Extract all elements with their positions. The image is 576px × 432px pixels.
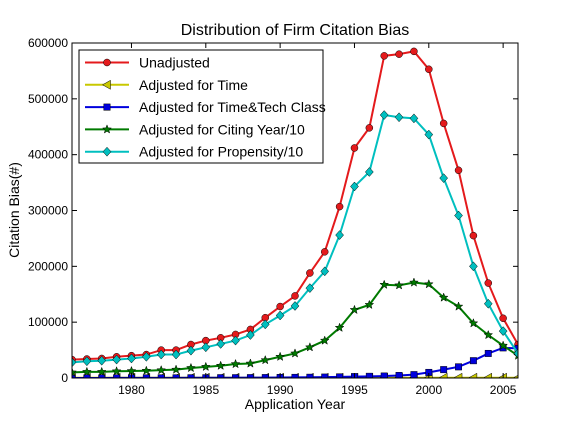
data-point [381,52,388,59]
data-point [470,232,477,239]
data-point [425,66,432,73]
data-point [455,364,461,370]
data-point [440,120,447,127]
data-point [455,167,462,174]
y-tick-label: 400000 [28,148,68,162]
y-tick-label: 100000 [28,315,68,329]
data-point [500,315,507,322]
y-tick-label: 300000 [28,204,68,218]
y-tick-label: 500000 [28,92,68,106]
data-point [485,350,491,356]
legend-label: Adjusted for Time [139,77,248,93]
data-point [351,144,358,151]
x-tick-label: 1980 [118,383,145,397]
x-axis-title: Application Year [245,396,346,412]
data-point [277,303,284,310]
legend-label: Adjusted for Propensity/10 [139,144,303,160]
data-point [396,51,403,58]
x-tick-label: 1985 [192,383,219,397]
x-tick-label: 2000 [415,383,442,397]
data-point [292,292,299,299]
y-tick-label: 0 [61,371,68,385]
legend: Unadjusted Adjusted for Time Adjusted for … [79,50,326,163]
data-point [306,270,313,277]
legend-marker [104,59,111,66]
x-tick-label: 2005 [490,383,517,397]
y-tick-label: 600000 [28,36,68,50]
legend-marker [104,104,110,110]
legend-label: Adjusted for Time&Tech Class [139,99,326,115]
x-tick-label: 1990 [267,383,294,397]
legend-label: Adjusted for Citing Year/10 [139,121,305,137]
data-point [410,48,417,55]
data-point [366,124,373,131]
data-point [321,248,328,255]
legend-label: Unadjusted [139,55,210,71]
y-tick-label: 200000 [28,259,68,273]
data-point [470,357,476,363]
x-tick-label: 1995 [341,383,368,397]
data-point [440,366,446,372]
data-point [336,203,343,210]
chart-title: Distribution of Firm Citation Bias [181,22,410,39]
data-point [485,280,492,287]
y-axis-title: Citation Bias(#) [6,162,22,258]
data-point [411,371,417,377]
